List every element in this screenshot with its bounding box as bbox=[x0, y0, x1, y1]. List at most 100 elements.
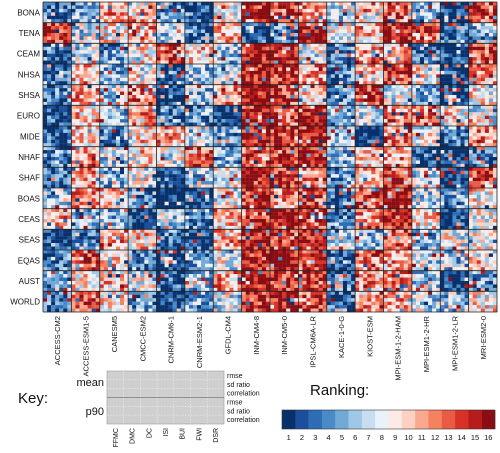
heatmap-cell bbox=[152, 70, 157, 75]
heatmap-cell bbox=[43, 112, 48, 116]
heatmap-cell bbox=[140, 108, 145, 113]
heatmap-cell bbox=[428, 101, 433, 106]
heatmap-cell bbox=[115, 146, 121, 151]
heatmap-cell bbox=[75, 88, 80, 92]
heatmap-cell bbox=[103, 43, 108, 47]
heatmap-cell bbox=[476, 53, 481, 58]
heatmap-cell bbox=[156, 91, 161, 96]
heatmap-cell bbox=[355, 81, 360, 85]
heatmap-cell bbox=[95, 160, 100, 165]
heatmap-cell bbox=[67, 26, 72, 30]
heatmap-cell bbox=[180, 12, 186, 16]
heatmap-cell bbox=[205, 64, 210, 68]
region-model-block bbox=[468, 22, 498, 44]
heatmap-cell bbox=[257, 36, 263, 41]
heatmap-cell bbox=[298, 70, 303, 75]
heatmap-cell bbox=[480, 139, 485, 144]
heatmap-cell bbox=[87, 50, 92, 54]
heatmap-cell bbox=[359, 70, 364, 75]
heatmap-cell bbox=[197, 112, 202, 116]
heatmap-cell bbox=[209, 36, 214, 41]
region-model-block bbox=[43, 64, 72, 85]
heatmap-cell bbox=[140, 15, 145, 20]
heatmap-cell bbox=[99, 33, 104, 37]
heatmap-cell bbox=[176, 132, 181, 137]
heatmap-cell bbox=[103, 95, 108, 99]
heatmap-cell bbox=[379, 46, 384, 51]
heatmap-cell bbox=[79, 146, 84, 151]
heatmap-cell bbox=[172, 2, 177, 6]
heatmap-cell bbox=[184, 98, 190, 103]
heatmap-cell bbox=[261, 33, 267, 37]
heatmap-cell bbox=[148, 8, 153, 13]
heatmap-cell bbox=[156, 70, 161, 75]
heatmap-cell bbox=[383, 36, 388, 41]
heatmap-cell bbox=[164, 146, 169, 151]
heatmap-cell bbox=[43, 143, 48, 147]
heatmap-cell bbox=[326, 112, 331, 116]
heatmap-cell bbox=[322, 77, 327, 82]
heatmap-cell bbox=[492, 50, 498, 54]
heatmap-cell bbox=[107, 64, 113, 68]
heatmap-cell bbox=[83, 139, 88, 144]
heatmap-cell bbox=[464, 74, 469, 78]
heatmap-cell bbox=[229, 84, 234, 89]
heatmap-cell bbox=[448, 26, 453, 30]
heatmap-cell bbox=[205, 105, 210, 109]
heatmap-cell bbox=[184, 5, 190, 10]
heatmap-cell bbox=[399, 108, 404, 113]
heatmap-cell bbox=[140, 8, 145, 13]
heatmap-cell bbox=[314, 26, 319, 30]
heatmap-cell bbox=[197, 119, 202, 123]
heatmap-cell bbox=[290, 101, 295, 106]
heatmap-cell bbox=[472, 95, 477, 99]
heatmap-cell bbox=[67, 157, 72, 161]
heatmap-cell bbox=[472, 119, 477, 123]
heatmap-cell bbox=[395, 132, 400, 137]
heatmap-cell bbox=[347, 74, 352, 78]
heatmap-cell bbox=[51, 160, 56, 165]
heatmap-cell bbox=[168, 126, 173, 130]
heatmap-cell bbox=[95, 163, 100, 168]
heatmap-cell bbox=[403, 8, 408, 13]
heatmap-cell bbox=[152, 39, 157, 44]
heatmap-cell bbox=[241, 126, 246, 130]
heatmap-cell bbox=[221, 19, 226, 23]
heatmap-cell bbox=[282, 122, 287, 127]
heatmap-cell bbox=[278, 98, 283, 103]
heatmap-cell bbox=[399, 84, 404, 89]
heatmap-cell bbox=[488, 112, 494, 116]
heatmap-cell bbox=[75, 43, 80, 47]
heatmap-cell bbox=[326, 81, 331, 85]
heatmap-cell bbox=[79, 95, 84, 99]
heatmap-cell bbox=[172, 19, 177, 23]
heatmap-cell bbox=[338, 143, 344, 147]
heatmap-cell bbox=[79, 132, 84, 137]
heatmap-cell bbox=[257, 132, 263, 137]
heatmap-cell bbox=[355, 112, 360, 116]
heatmap-cell bbox=[428, 129, 433, 134]
heatmap-cell bbox=[241, 91, 246, 96]
heatmap-cell bbox=[103, 5, 108, 10]
heatmap-cell bbox=[79, 57, 84, 61]
heatmap-cell bbox=[87, 5, 92, 10]
heatmap-cell bbox=[209, 108, 214, 113]
region-model-block bbox=[355, 22, 384, 44]
heatmap-cell bbox=[229, 57, 234, 61]
heatmap-cell bbox=[91, 36, 96, 41]
heatmap-cell bbox=[201, 5, 206, 10]
heatmap-cell bbox=[148, 139, 153, 144]
heatmap-cell bbox=[99, 146, 104, 151]
heatmap-cell bbox=[411, 39, 417, 44]
heatmap-cell bbox=[217, 64, 222, 68]
heatmap-cell bbox=[419, 129, 425, 134]
heatmap-cell bbox=[253, 53, 258, 58]
heatmap-cell bbox=[367, 50, 372, 54]
heatmap-cell bbox=[379, 43, 384, 47]
heatmap-cell bbox=[253, 50, 258, 54]
heatmap-cell bbox=[229, 115, 234, 120]
heatmap-cell bbox=[111, 53, 117, 58]
heatmap-cell bbox=[415, 12, 421, 16]
heatmap-cell bbox=[107, 129, 113, 134]
heatmap-cell bbox=[103, 139, 108, 144]
